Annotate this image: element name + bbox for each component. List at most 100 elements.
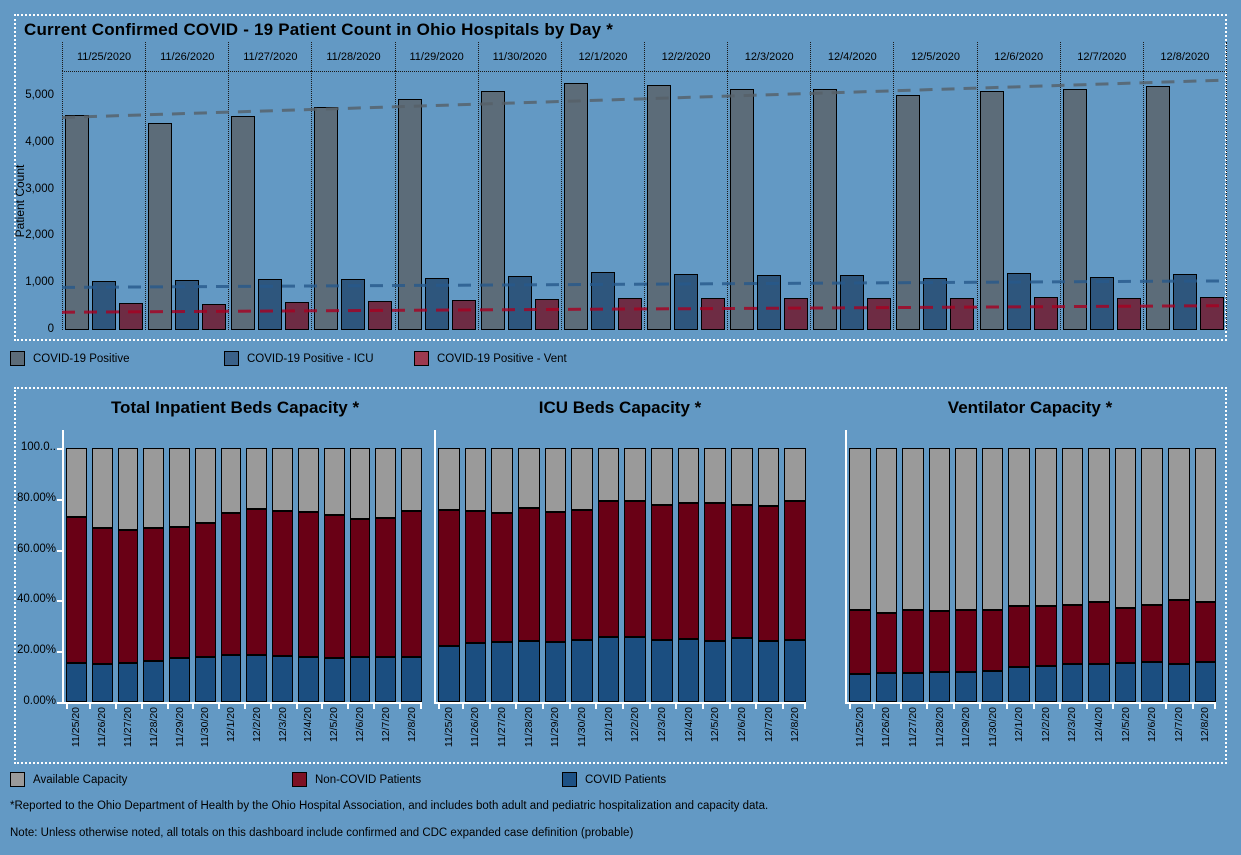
- stacked-bar[interactable]: [1168, 448, 1190, 702]
- covid-19-positive-bar[interactable]: [896, 95, 920, 330]
- available-capacity-segment[interactable]: [1008, 448, 1030, 606]
- covid-19-positive-icu-bar[interactable]: [508, 276, 532, 330]
- available-capacity-segment[interactable]: [143, 448, 164, 528]
- available-capacity-segment[interactable]: [350, 448, 371, 519]
- available-capacity-segment[interactable]: [195, 448, 216, 523]
- available-capacity-segment[interactable]: [1062, 448, 1084, 605]
- covid-patients-segment[interactable]: [350, 657, 371, 702]
- non-covid-patients-segment[interactable]: [401, 511, 422, 657]
- stacked-bar[interactable]: [1141, 448, 1163, 702]
- covid-patients-segment[interactable]: [272, 656, 293, 702]
- non-covid-patients-segment[interactable]: [982, 610, 1004, 670]
- stacked-bar[interactable]: [92, 448, 113, 702]
- non-covid-patients-segment[interactable]: [571, 510, 593, 640]
- legend-item-available-capacity[interactable]: Available Capacity: [10, 772, 127, 787]
- stacked-bar[interactable]: [955, 448, 977, 702]
- available-capacity-segment[interactable]: [876, 448, 898, 613]
- legend-item-covid-patients[interactable]: COVID Patients: [562, 772, 666, 787]
- stacked-bar[interactable]: [624, 448, 646, 702]
- available-capacity-segment[interactable]: [849, 448, 871, 610]
- covid-19-positive-icu-bar[interactable]: [840, 275, 864, 330]
- non-covid-patients-segment[interactable]: [704, 503, 726, 640]
- legend-item-covid-19-positive-icu[interactable]: COVID-19 Positive - ICU: [224, 351, 374, 366]
- non-covid-patients-segment[interactable]: [731, 505, 753, 639]
- covid-patients-segment[interactable]: [1062, 664, 1084, 702]
- stacked-bar[interactable]: [1195, 448, 1217, 702]
- covid-patients-segment[interactable]: [195, 657, 216, 702]
- available-capacity-segment[interactable]: [1035, 448, 1057, 606]
- available-capacity-segment[interactable]: [438, 448, 460, 510]
- covid-patients-segment[interactable]: [704, 641, 726, 702]
- available-capacity-segment[interactable]: [118, 448, 139, 530]
- covid-patients-segment[interactable]: [678, 639, 700, 702]
- covid-19-positive-bar[interactable]: [1063, 89, 1087, 330]
- non-covid-patients-segment[interactable]: [1115, 608, 1137, 663]
- covid-19-positive-bar[interactable]: [314, 107, 338, 330]
- non-covid-patients-segment[interactable]: [118, 530, 139, 663]
- available-capacity-segment[interactable]: [955, 448, 977, 610]
- non-covid-patients-segment[interactable]: [195, 523, 216, 657]
- available-capacity-segment[interactable]: [902, 448, 924, 610]
- covid-patients-segment[interactable]: [624, 637, 646, 702]
- available-capacity-segment[interactable]: [982, 448, 1004, 610]
- covid-19-positive-bar[interactable]: [481, 91, 505, 330]
- non-covid-patients-segment[interactable]: [758, 506, 780, 641]
- stacked-bar[interactable]: [929, 448, 951, 702]
- covid-19-positive-vent-bar[interactable]: [119, 303, 143, 330]
- covid-19-positive-icu-bar[interactable]: [92, 281, 116, 330]
- available-capacity-segment[interactable]: [731, 448, 753, 505]
- covid-patients-segment[interactable]: [982, 671, 1004, 702]
- covid-19-positive-icu-bar[interactable]: [1090, 277, 1114, 330]
- stacked-bar[interactable]: [1008, 448, 1030, 702]
- covid-19-positive-icu-bar[interactable]: [175, 280, 199, 331]
- covid-19-positive-bar[interactable]: [564, 83, 588, 330]
- non-covid-patients-segment[interactable]: [66, 517, 87, 663]
- covid-19-positive-icu-bar[interactable]: [591, 272, 615, 330]
- covid-19-positive-vent-bar[interactable]: [701, 298, 725, 330]
- covid-19-positive-bar[interactable]: [647, 85, 671, 330]
- covid-patients-segment[interactable]: [298, 657, 319, 703]
- stacked-bar[interactable]: [401, 448, 422, 702]
- covid-19-positive-vent-bar[interactable]: [950, 298, 974, 330]
- stacked-bar[interactable]: [902, 448, 924, 702]
- non-covid-patients-segment[interactable]: [1008, 606, 1030, 667]
- available-capacity-segment[interactable]: [324, 448, 345, 515]
- non-covid-patients-segment[interactable]: [272, 511, 293, 656]
- stacked-bar[interactable]: [784, 448, 806, 702]
- covid-19-positive-bar[interactable]: [398, 99, 422, 330]
- covid-19-positive-bar[interactable]: [231, 116, 255, 330]
- stacked-bar[interactable]: [118, 448, 139, 702]
- available-capacity-segment[interactable]: [375, 448, 396, 518]
- non-covid-patients-segment[interactable]: [375, 518, 396, 656]
- covid-patients-segment[interactable]: [1141, 662, 1163, 702]
- covid-19-positive-bar[interactable]: [730, 89, 754, 331]
- stacked-bar[interactable]: [272, 448, 293, 702]
- available-capacity-segment[interactable]: [571, 448, 593, 510]
- covid-19-positive-icu-bar[interactable]: [674, 274, 698, 330]
- covid-19-positive-bar[interactable]: [980, 91, 1004, 330]
- covid-patients-segment[interactable]: [465, 643, 487, 702]
- stacked-bar[interactable]: [982, 448, 1004, 702]
- legend-item-covid-19-positive[interactable]: COVID-19 Positive: [10, 351, 130, 366]
- non-covid-patients-segment[interactable]: [1088, 602, 1110, 664]
- available-capacity-segment[interactable]: [1195, 448, 1217, 602]
- non-covid-patients-segment[interactable]: [902, 610, 924, 673]
- covid-patients-segment[interactable]: [118, 663, 139, 702]
- available-capacity-segment[interactable]: [246, 448, 267, 509]
- non-covid-patients-segment[interactable]: [518, 508, 540, 642]
- stacked-bar[interactable]: [491, 448, 513, 702]
- stacked-bar[interactable]: [678, 448, 700, 702]
- available-capacity-segment[interactable]: [624, 448, 646, 501]
- stacked-bar[interactable]: [849, 448, 871, 702]
- available-capacity-segment[interactable]: [465, 448, 487, 511]
- non-covid-patients-segment[interactable]: [929, 611, 951, 672]
- non-covid-patients-segment[interactable]: [545, 512, 567, 642]
- covid-19-positive-icu-bar[interactable]: [923, 278, 947, 330]
- available-capacity-segment[interactable]: [598, 448, 620, 501]
- stacked-bar[interactable]: [324, 448, 345, 702]
- covid-patients-segment[interactable]: [731, 638, 753, 702]
- non-covid-patients-segment[interactable]: [1141, 605, 1163, 662]
- covid-19-positive-vent-bar[interactable]: [618, 298, 642, 330]
- covid-19-positive-icu-bar[interactable]: [258, 279, 282, 330]
- non-covid-patients-segment[interactable]: [92, 528, 113, 664]
